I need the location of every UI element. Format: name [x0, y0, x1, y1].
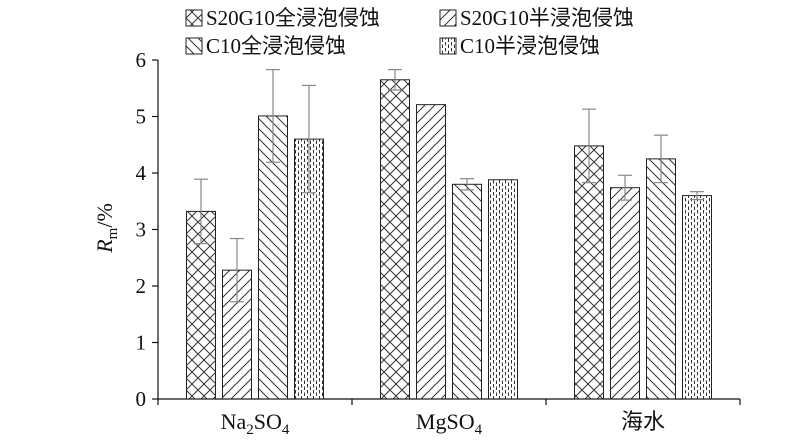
bar [574, 145, 604, 400]
legend-label: C10半浸泡侵蚀 [460, 34, 600, 58]
x-category-label: Na2SO4 [221, 409, 290, 438]
legend-item-c10-half: C10半浸泡侵蚀 [439, 34, 600, 58]
legend-label: S20G10半浸泡侵蚀 [460, 6, 634, 30]
bar [646, 158, 676, 400]
legend-swatch-crosshatch [185, 9, 203, 27]
legend-label: S20G10全浸泡侵蚀 [206, 6, 380, 30]
plot-area: 0 1 2 3 4 5 6 Na2SO4 MgSO4 海水 [136, 48, 741, 438]
y-axis-label: Rm/% [92, 203, 121, 254]
x-category-label: MgSO4 [416, 409, 483, 438]
legend-label: C10全浸泡侵蚀 [206, 34, 346, 58]
legend-swatch-diag-down [185, 37, 203, 55]
y-tick-label: 2 [136, 274, 147, 298]
bar [186, 210, 216, 400]
y-tick-label: 0 [136, 387, 147, 411]
bar [258, 115, 288, 400]
legend-item-s20g10-full: S20G10全浸泡侵蚀 [185, 6, 380, 30]
bar [452, 183, 482, 400]
y-tick-label: 4 [136, 161, 147, 185]
bar [488, 179, 518, 400]
y-tick-label: 3 [136, 218, 147, 242]
x-category-label: 海水 [621, 409, 665, 434]
bar [682, 195, 712, 400]
bar [380, 79, 410, 400]
legend: S20G10全浸泡侵蚀 S20G10半浸泡侵蚀 C10全浸泡侵蚀 C10半浸泡侵… [185, 6, 634, 58]
bar [610, 187, 640, 400]
y-tick-label: 1 [136, 331, 147, 355]
y-tick-label: 6 [136, 48, 147, 72]
legend-item-c10-full: C10全浸泡侵蚀 [185, 34, 346, 58]
legend-swatch-vertical-dash [439, 37, 457, 55]
legend-item-s20g10-half: S20G10半浸泡侵蚀 [439, 6, 634, 30]
bar [416, 104, 446, 400]
legend-swatch-diag-up [439, 9, 457, 27]
y-tick-label: 5 [136, 105, 147, 129]
